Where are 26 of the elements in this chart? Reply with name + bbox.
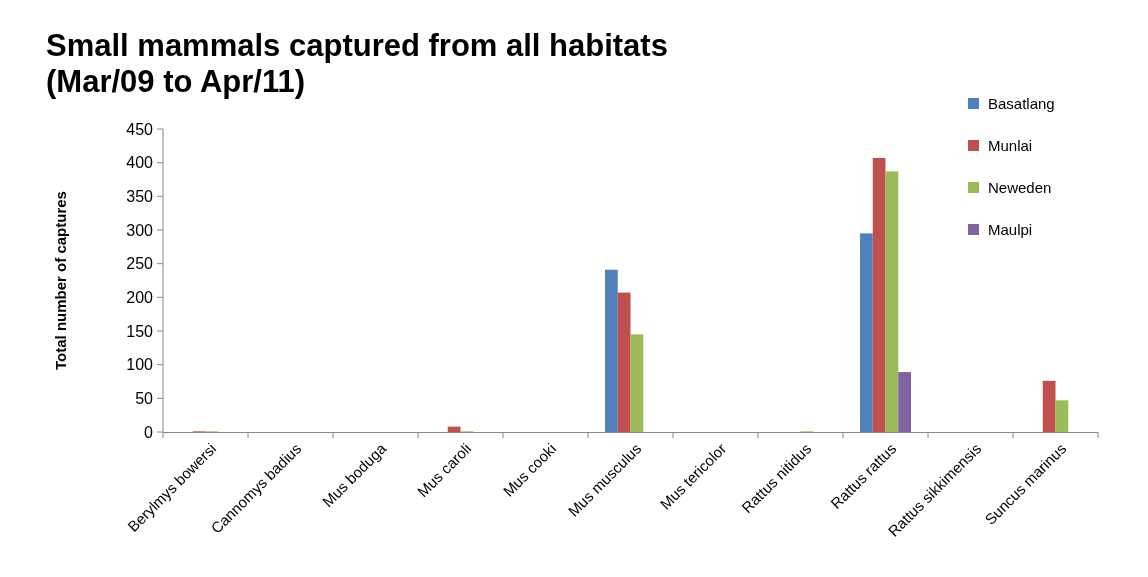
- y-axis-title: Total number of captures: [52, 191, 69, 370]
- y-tick-label: 0: [144, 423, 154, 441]
- y-tick-label: 100: [126, 356, 154, 374]
- bar: [1055, 400, 1069, 432]
- y-tick-label: 350: [126, 187, 154, 205]
- y-tick-label: 50: [135, 389, 154, 407]
- bar: [630, 334, 644, 432]
- bar: [447, 426, 461, 432]
- bar: [605, 269, 618, 432]
- bar: [885, 171, 899, 432]
- bar: [860, 233, 873, 432]
- y-tick-label: 300: [126, 221, 154, 239]
- y-tick-label: 450: [126, 120, 154, 138]
- chart-title: Small mammals captured from all habitats (Mar/09 to Apr/11): [46, 28, 668, 99]
- y-tick-label: 400: [126, 154, 154, 172]
- legend-label: Maulpi: [988, 221, 1033, 239]
- bar: [1042, 380, 1056, 432]
- bar: [617, 292, 631, 432]
- legend-label: Neweden: [988, 179, 1052, 197]
- bar: [898, 372, 911, 432]
- y-tick-label: 250: [126, 255, 154, 273]
- legend-label: Munlai: [988, 137, 1033, 155]
- legend-label: Basatlang: [988, 95, 1055, 113]
- y-tick-label: 150: [126, 322, 154, 340]
- bar: [872, 157, 886, 432]
- y-tick-label: 200: [126, 288, 154, 306]
